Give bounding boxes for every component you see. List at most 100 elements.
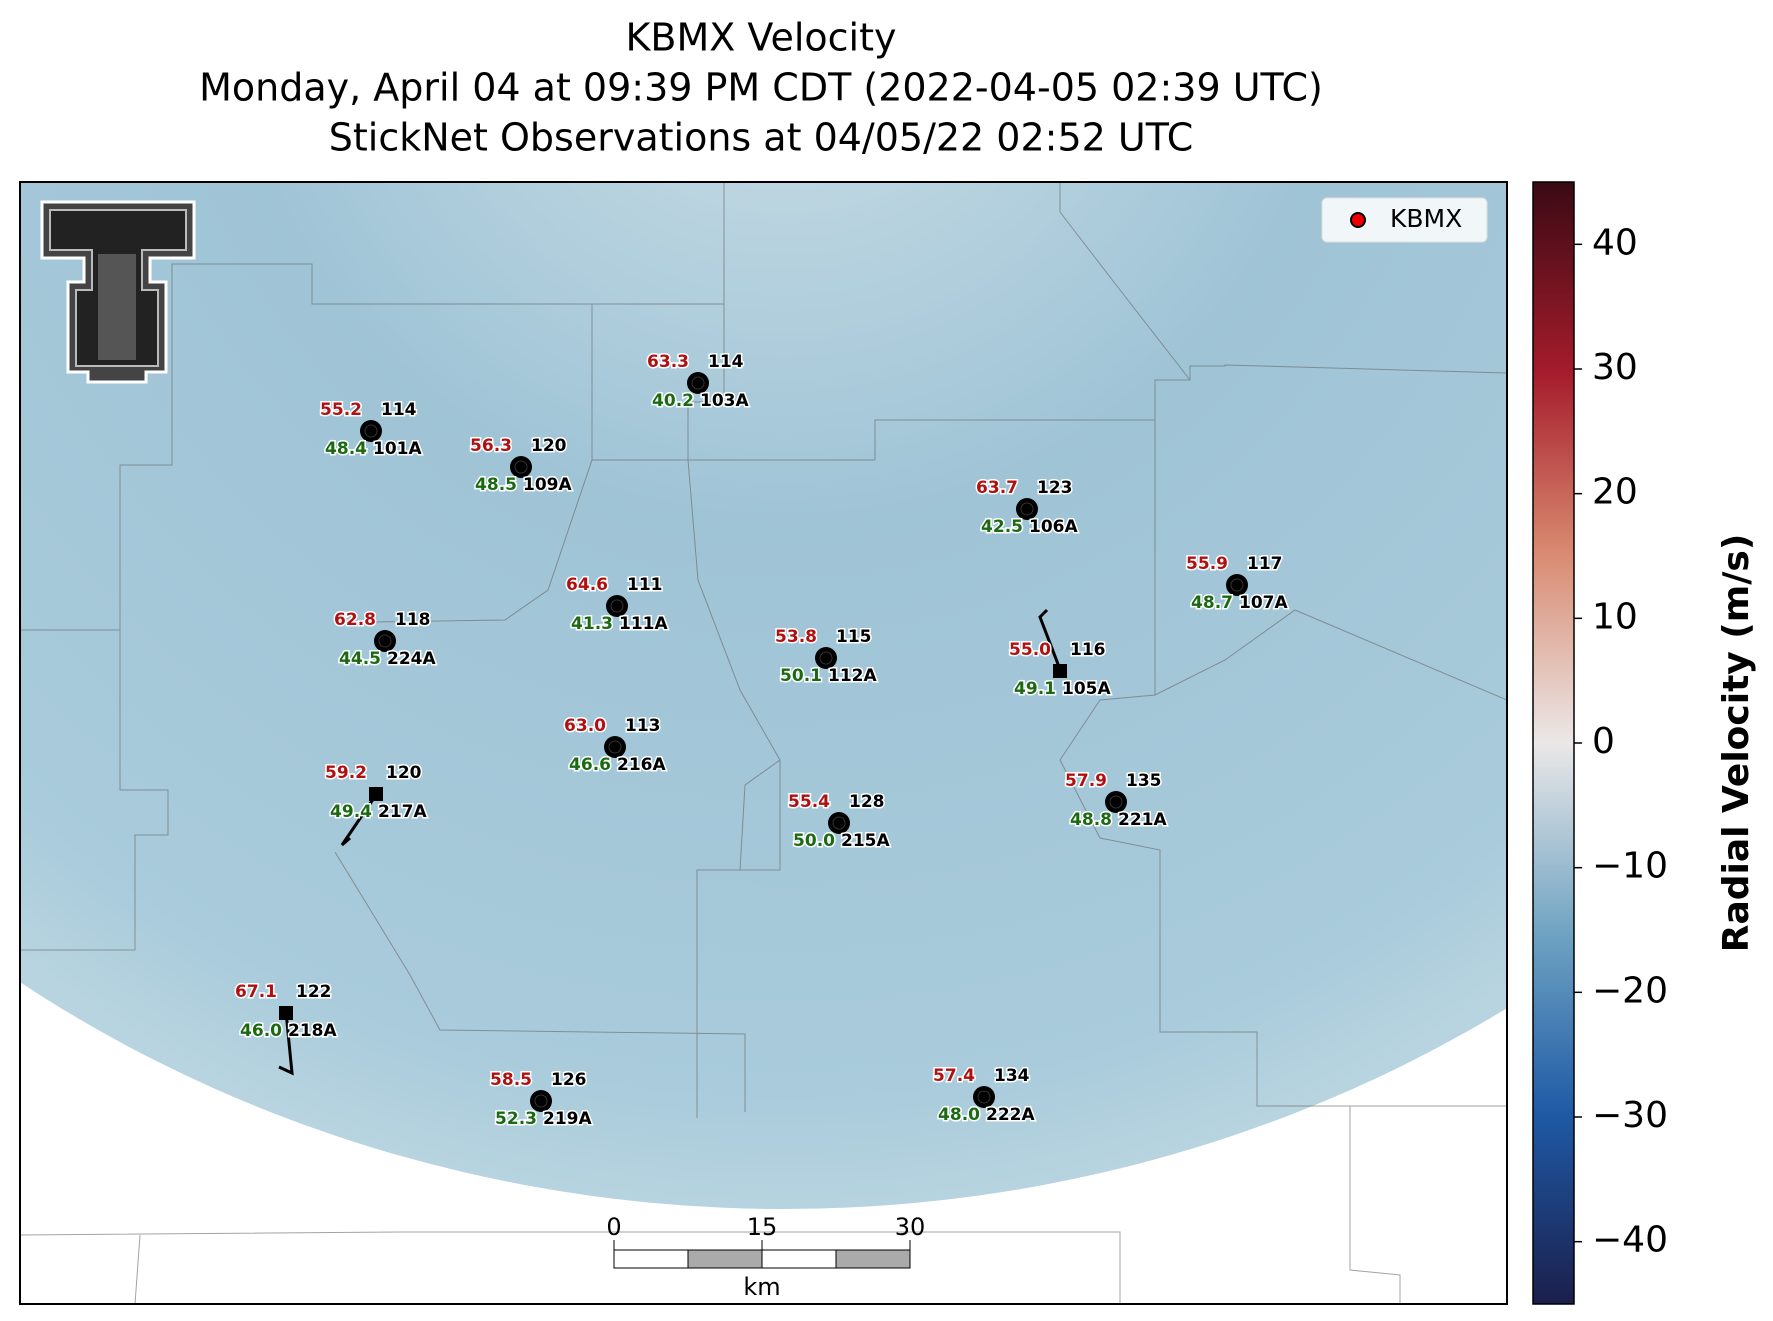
station-marker xyxy=(510,456,532,478)
station-ring xyxy=(378,634,392,648)
colorbar-tick-label: 20 xyxy=(1592,472,1638,513)
wind-barbs xyxy=(278,608,1063,1076)
station-id: 107A xyxy=(1239,593,1288,613)
station-id: 221A xyxy=(1118,810,1167,830)
station-id: 224A xyxy=(387,649,436,669)
station-ring xyxy=(1109,795,1123,809)
dewpoint: 42.5 xyxy=(981,517,1023,537)
legend: KBMX xyxy=(1321,197,1488,243)
scale-tick: 0 xyxy=(606,1213,621,1241)
station-value: 135 xyxy=(1126,771,1162,791)
station-value: 120 xyxy=(531,436,567,456)
dewpoint: 48.4 xyxy=(325,439,367,459)
station-ring xyxy=(610,599,624,613)
station-value: 118 xyxy=(395,610,431,630)
station-marker xyxy=(1053,664,1067,678)
colorbar-tick-label: −40 xyxy=(1592,1220,1668,1261)
station-value: 116 xyxy=(1070,640,1106,660)
temperature: 64.6 xyxy=(566,575,608,595)
temperature: 53.8 xyxy=(775,627,817,647)
temperature: 57.4 xyxy=(933,1066,975,1086)
station-ring xyxy=(1230,578,1244,592)
station-value: 113 xyxy=(625,716,661,736)
station-marker xyxy=(1226,574,1248,596)
colorbar-tick-label: −20 xyxy=(1592,970,1668,1011)
station-id: 219A xyxy=(543,1109,592,1129)
subtitle: Monday, April 04 at 09:39 PM CDT (2022-0… xyxy=(199,66,1323,110)
colorbar-tick-label: 0 xyxy=(1592,721,1615,762)
subtitle: StickNet Observations at 04/05/22 02:52 … xyxy=(329,116,1193,160)
colorbar-ticks: 40 30 20 10 0 −10 −20 −30 −40 xyxy=(1574,222,1668,1261)
station-value: 123 xyxy=(1037,478,1073,498)
map-frame xyxy=(19,181,1508,1305)
station-value: 134 xyxy=(994,1066,1030,1086)
station-value: 128 xyxy=(849,792,885,812)
dewpoint: 49.1 xyxy=(1014,679,1056,699)
dewpoint: 44.5 xyxy=(339,649,381,669)
station-marker xyxy=(687,372,709,394)
station-ring xyxy=(832,816,846,830)
station-value: 115 xyxy=(836,627,872,647)
dewpoint: 46.0 xyxy=(240,1021,282,1041)
dewpoint: 49.4 xyxy=(330,802,372,822)
station-ring xyxy=(1020,502,1034,516)
station-value: 122 xyxy=(296,982,332,1002)
station-marker xyxy=(815,647,837,669)
colorbar-tick-label: −30 xyxy=(1592,1095,1668,1136)
station-id: 105A xyxy=(1062,679,1111,699)
logo xyxy=(40,200,196,384)
dewpoint: 40.2 xyxy=(652,391,694,411)
radar-field xyxy=(20,182,1507,1209)
station-marker xyxy=(360,420,382,442)
station-id: 215A xyxy=(841,831,890,851)
station-ring xyxy=(691,376,705,390)
station-id: 216A xyxy=(617,755,666,775)
station-marker xyxy=(374,630,396,652)
station-marker xyxy=(530,1090,552,1112)
temperature: 55.4 xyxy=(788,792,830,812)
station-id: 218A xyxy=(288,1021,337,1041)
station-id: 217A xyxy=(378,802,427,822)
station-ring xyxy=(608,740,622,754)
station-value: 114 xyxy=(381,400,417,420)
station-ring xyxy=(364,424,378,438)
colorbar-tick-label: 30 xyxy=(1592,347,1638,388)
station-ring xyxy=(819,651,833,665)
station-marker xyxy=(1016,498,1038,520)
dewpoint: 41.3 xyxy=(571,614,613,634)
temperature: 58.5 xyxy=(490,1070,532,1090)
station-id: 101A xyxy=(373,439,422,459)
dewpoint: 46.6 xyxy=(569,755,611,775)
colorbar-tick-label: −10 xyxy=(1592,846,1668,887)
station-id: 103A xyxy=(700,391,749,411)
scale-tick: 30 xyxy=(895,1213,926,1241)
station-value: 126 xyxy=(551,1070,587,1090)
colorbar-label: Radial Velocity (m/s) xyxy=(1716,534,1757,953)
dewpoint: 50.0 xyxy=(793,831,835,851)
colorbar xyxy=(1532,181,1575,1305)
station-value: 120 xyxy=(386,763,422,783)
station-id: 106A xyxy=(1029,517,1078,537)
dewpoint: 48.8 xyxy=(1070,810,1112,830)
temperature: 55.0 xyxy=(1009,640,1051,660)
title: KBMX Velocity xyxy=(626,16,897,60)
dewpoint: 52.3 xyxy=(495,1109,537,1129)
temperature: 62.8 xyxy=(334,610,376,630)
dewpoint: 48.7 xyxy=(1191,593,1233,613)
station-value: 114 xyxy=(708,352,744,372)
temperature: 63.7 xyxy=(976,478,1018,498)
temperature: 63.3 xyxy=(647,352,689,372)
temperature: 59.2 xyxy=(325,763,367,783)
station-id: 112A xyxy=(828,666,877,686)
legend-label: KBMX xyxy=(1390,204,1462,233)
station-marker xyxy=(973,1086,995,1108)
station-marker xyxy=(606,595,628,617)
dewpoint: 48.0 xyxy=(938,1105,980,1125)
scale-bar: 0 15 30 km xyxy=(606,1213,925,1301)
station-id: 109A xyxy=(523,475,572,495)
station-marker xyxy=(604,736,626,758)
temperature: 67.1 xyxy=(235,982,277,1002)
